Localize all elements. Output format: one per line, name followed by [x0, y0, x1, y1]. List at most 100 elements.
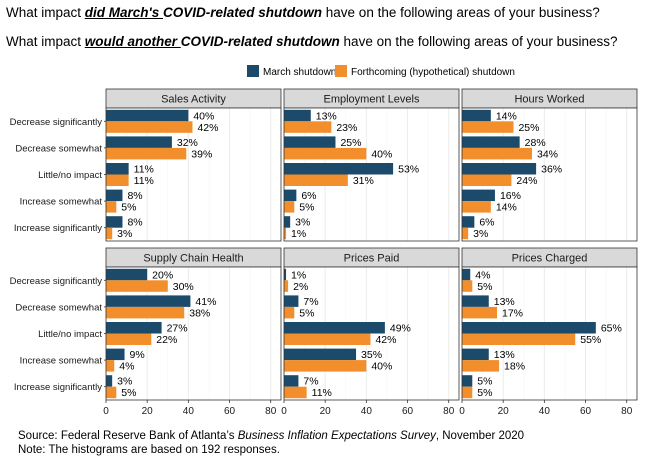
data-label-forthcoming: 5%: [121, 202, 136, 214]
data-label-forthcoming: 5%: [477, 387, 492, 399]
x-tick-label: 0: [459, 406, 465, 417]
x-tick-label: 80: [443, 406, 455, 417]
data-label-forthcoming: 34%: [537, 148, 558, 160]
data-label-forthcoming: 4%: [119, 361, 134, 373]
bar-forthcoming: [462, 280, 473, 292]
bar-forthcoming: [106, 333, 152, 345]
category-label: Decrease significantly: [10, 276, 103, 287]
bar-march: [284, 375, 299, 387]
bar-march: [284, 163, 394, 175]
bar-forthcoming: [462, 147, 532, 160]
bar-march: [462, 163, 537, 175]
bar-forthcoming: [284, 174, 348, 186]
data-label-march: 28%: [525, 137, 546, 149]
question-1-emphasis-2: COVID-related shutdown: [163, 5, 323, 20]
bar-march: [284, 216, 291, 228]
data-label-forthcoming: 1%: [291, 228, 306, 240]
bar-march: [106, 295, 191, 307]
x-tick-label: 20: [142, 406, 154, 417]
bar-forthcoming: [106, 121, 193, 133]
question-2-emphasis: would another: [84, 34, 181, 49]
question-1-emphasis: did March's: [84, 5, 164, 20]
data-label-forthcoming: 24%: [516, 175, 537, 187]
data-label-forthcoming: 40%: [371, 361, 392, 373]
x-tick-label: 40: [183, 406, 195, 417]
data-label-march: 65%: [601, 323, 622, 335]
bar-march: [106, 268, 148, 281]
source-suffix: , November 2020: [435, 430, 525, 442]
bar-march: [106, 348, 125, 361]
data-label-march: 3%: [295, 217, 310, 229]
question-2: What impact would another COVID-related …: [6, 34, 617, 49]
data-label-forthcoming: 2%: [293, 281, 308, 293]
panel-border: [105, 107, 282, 242]
bar-forthcoming: [284, 147, 367, 160]
source-note: Source: Federal Reserve Bank of Atlanta’…: [18, 430, 524, 442]
data-label-forthcoming: 5%: [477, 281, 492, 293]
panel-border: [283, 107, 460, 242]
panel-border: [461, 107, 638, 242]
source-prefix: Source: Federal Reserve Bank of Atlanta’…: [18, 430, 238, 442]
panel-border: [105, 266, 282, 401]
panel-title: Prices Paid: [344, 253, 400, 265]
data-label-march: 20%: [152, 269, 173, 281]
bar-march: [284, 136, 336, 148]
data-label-forthcoming: 40%: [371, 148, 392, 160]
data-label-march: 7%: [303, 296, 318, 308]
category-label: Decrease somewhat: [15, 302, 102, 313]
data-label-forthcoming: 42%: [197, 122, 218, 134]
bar-forthcoming: [106, 174, 129, 186]
bar-march: [462, 375, 473, 387]
bar-forthcoming: [284, 360, 367, 372]
data-label-forthcoming: 3%: [473, 228, 488, 240]
legend-label-forthcoming: Forthcoming (hypothetical) shutdown: [351, 67, 515, 78]
bar-forthcoming: [106, 227, 113, 240]
category-label: Increase significantly: [14, 223, 102, 234]
bar-forthcoming: [284, 201, 295, 213]
panel-title: Employment Levels: [324, 94, 420, 106]
panel-title: Prices Charged: [512, 253, 588, 265]
data-label-march: 40%: [193, 110, 214, 122]
data-label-forthcoming: 23%: [336, 122, 357, 134]
data-label-march: 9%: [130, 349, 145, 361]
data-label-march: 49%: [390, 323, 411, 335]
bar-forthcoming: [462, 333, 576, 345]
data-label-forthcoming: 30%: [173, 281, 194, 293]
data-label-forthcoming: 11%: [134, 175, 154, 187]
bar-forthcoming: [462, 201, 491, 213]
bar-forthcoming: [106, 147, 187, 160]
data-label-march: 8%: [127, 217, 142, 229]
bar-march: [462, 348, 489, 361]
bar-forthcoming: [284, 121, 332, 133]
question-1-prefix: What impact: [6, 5, 85, 20]
x-tick-label: 80: [265, 406, 277, 417]
legend-label-march: March shutdown: [263, 67, 336, 78]
data-label-march: 8%: [127, 190, 142, 202]
footnote: Note: The histograms are based on 192 re…: [18, 444, 280, 456]
bar-march: [106, 189, 123, 202]
x-tick-label: 80: [621, 406, 633, 417]
data-label-march: 1%: [291, 269, 306, 281]
source-title: Business Inflation Expectations Survey: [237, 430, 436, 442]
x-tick-label: 20: [320, 406, 332, 417]
data-label-forthcoming: 39%: [191, 148, 212, 160]
bar-march: [106, 216, 123, 228]
panel-title: Supply Chain Health: [143, 253, 243, 265]
data-label-march: 53%: [398, 164, 419, 176]
x-tick-label: 60: [402, 406, 414, 417]
data-label-march: 25%: [340, 137, 361, 149]
panel-border: [283, 266, 460, 401]
x-tick-label: 40: [539, 406, 551, 417]
bar-forthcoming: [284, 280, 289, 292]
bar-forthcoming: [106, 280, 168, 292]
bar-march: [284, 109, 311, 122]
bar-march: [462, 189, 495, 202]
panel-border: [461, 266, 638, 401]
bar-forthcoming: [106, 201, 117, 213]
question-1-suffix: have on the following areas of your busi…: [322, 5, 600, 20]
bar-march: [284, 268, 287, 281]
data-label-march: 13%: [316, 110, 337, 122]
x-tick-label: 0: [103, 406, 109, 417]
bar-forthcoming: [462, 227, 469, 240]
data-label-march: 6%: [479, 217, 494, 229]
